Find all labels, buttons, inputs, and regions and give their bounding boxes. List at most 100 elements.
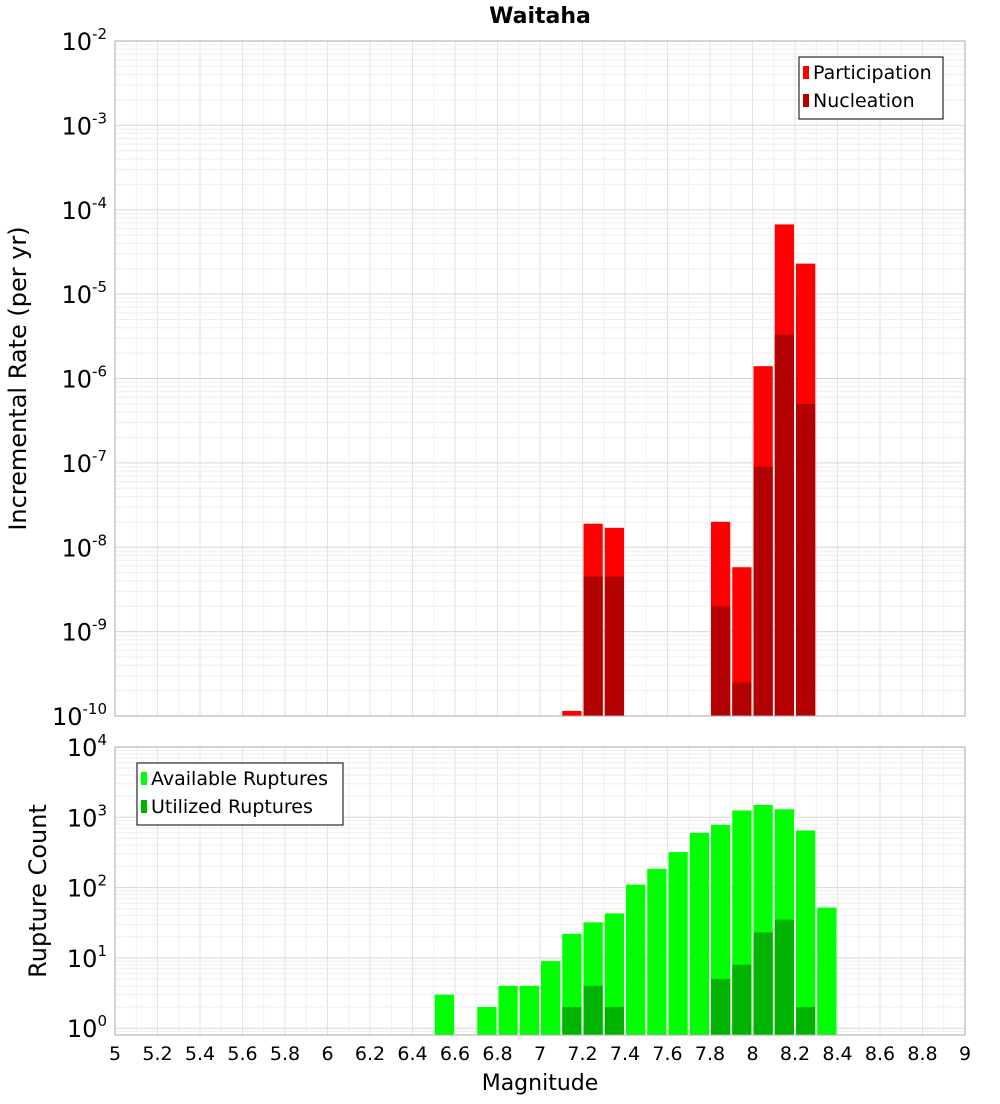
bar — [796, 830, 816, 1035]
rate-legend: Participation Nucleation — [798, 56, 944, 120]
rate-y-tick-label-exponent: -9 — [92, 616, 107, 634]
x-tick-label: 7 — [534, 1043, 546, 1065]
bar — [477, 1007, 497, 1035]
bar — [732, 567, 752, 716]
rate-y-tick-label-exponent: -4 — [92, 194, 107, 212]
bar — [774, 919, 794, 1035]
bar — [732, 682, 752, 716]
bar — [796, 1007, 816, 1035]
rate-y-tick-label-exponent: -7 — [92, 447, 107, 465]
rate-y-tick-label-base: 10 — [61, 619, 92, 647]
rate-y-tick-label: -210 — [61, 25, 107, 56]
count-y-tick-label: 110 — [67, 942, 107, 973]
bar — [796, 403, 816, 716]
legend-box — [798, 56, 944, 120]
bar — [732, 964, 752, 1035]
x-tick-label: 5.8 — [270, 1043, 300, 1065]
x-tick-label: 5.6 — [227, 1043, 257, 1065]
bar — [519, 985, 539, 1035]
bar — [498, 985, 518, 1035]
bar — [711, 606, 731, 716]
x-tick-label: 7.2 — [567, 1043, 597, 1065]
legend-swatch — [141, 800, 147, 813]
x-tick-label: 5.4 — [185, 1043, 215, 1065]
x-tick-label: 6.2 — [355, 1043, 385, 1065]
count-y-tick-label: 010 — [67, 1012, 107, 1043]
rate-y-tick-label-exponent: -2 — [92, 25, 107, 43]
rate-y-tick-label-base: 10 — [61, 534, 92, 562]
bar — [647, 868, 667, 1035]
count-y-tick-label-base: 10 — [67, 1015, 98, 1043]
rate-y-tick-label-base: 10 — [61, 28, 92, 56]
rate-plot-border — [114, 40, 966, 717]
rate-y-tick-label-exponent: -8 — [92, 531, 107, 549]
x-tick-label: 5 — [109, 1043, 121, 1065]
x-tick-label: 5.2 — [142, 1043, 172, 1065]
count-series-utilized-ruptures — [562, 919, 816, 1035]
x-tick-label: 6 — [321, 1043, 333, 1065]
bar — [668, 852, 688, 1035]
bar — [604, 576, 624, 716]
count-y-tick-label-exponent: 4 — [97, 731, 107, 749]
bar — [434, 994, 454, 1035]
count-legend: Available Ruptures Utilized Ruptures — [136, 762, 344, 826]
count-y-tick-label-exponent: 1 — [97, 942, 107, 960]
count-plot-border — [114, 746, 966, 1036]
rate-y-tick-label: -410 — [61, 194, 107, 225]
legend-swatch — [803, 94, 809, 107]
count-y-tick-label-base: 10 — [67, 734, 98, 762]
count-y-tick-label: 310 — [67, 801, 107, 832]
bar — [583, 576, 603, 716]
x-tick-label: 8.8 — [907, 1043, 937, 1065]
x-tick-label: 6.4 — [397, 1043, 427, 1065]
x-tick-label: 8.2 — [780, 1043, 810, 1065]
rate-series-nucleation — [583, 334, 816, 716]
rate-y-tick-label-exponent: -5 — [92, 278, 107, 296]
rate-y-tick-label-exponent: -6 — [92, 363, 107, 381]
x-tick-label: 8 — [746, 1043, 758, 1065]
bar — [541, 961, 561, 1035]
rate-y-tick-label: -910 — [61, 616, 107, 647]
bar — [604, 913, 624, 1035]
rate-y-tick-label-exponent: -10 — [83, 700, 108, 718]
count-y-tick-label-base: 10 — [67, 945, 98, 973]
rate-y-tick-label: -710 — [61, 447, 107, 478]
rate-y-tick-label-base: 10 — [61, 112, 92, 140]
x-tick-label: 8.6 — [865, 1043, 895, 1065]
count-plot — [114, 746, 966, 1036]
bar — [753, 466, 773, 716]
bar — [562, 710, 582, 716]
x-tick-label: 7.8 — [695, 1043, 725, 1065]
count-y-tick-label-base: 10 — [67, 875, 98, 903]
legend-box — [136, 762, 344, 826]
bar — [689, 832, 709, 1035]
legend-swatch — [141, 772, 147, 785]
legend-label: Available Ruptures — [151, 768, 328, 790]
x-tick-label: 6.6 — [440, 1043, 470, 1065]
bar — [583, 985, 603, 1035]
rate-y-tick-label-base: 10 — [61, 450, 92, 478]
x-tick-label: 9 — [959, 1043, 971, 1065]
count-y-tick-label-exponent: 2 — [97, 872, 107, 890]
rate-grid — [114, 40, 966, 717]
bar — [774, 334, 794, 716]
chart-title: Waitaha — [489, 4, 591, 29]
rate-y-tick-label-base: 10 — [61, 366, 92, 394]
bar — [626, 884, 646, 1035]
rate-y-tick-label-base: 10 — [52, 703, 83, 731]
rate-y-tick-label: -810 — [61, 531, 107, 562]
rate-y-tick-label: -510 — [61, 278, 107, 309]
bar — [817, 907, 837, 1035]
rate-plot — [114, 40, 966, 717]
count-y-tick-label: 210 — [67, 872, 107, 903]
rate-y-tick-label-base: 10 — [61, 281, 92, 309]
bar — [753, 932, 773, 1035]
bar — [562, 1007, 582, 1035]
x-tick-label: 8.4 — [822, 1043, 852, 1065]
rate-y-tick-label-base: 10 — [61, 197, 92, 225]
count-y-tick-label-exponent: 0 — [97, 1012, 107, 1030]
legend-label: Nucleation — [813, 90, 915, 112]
